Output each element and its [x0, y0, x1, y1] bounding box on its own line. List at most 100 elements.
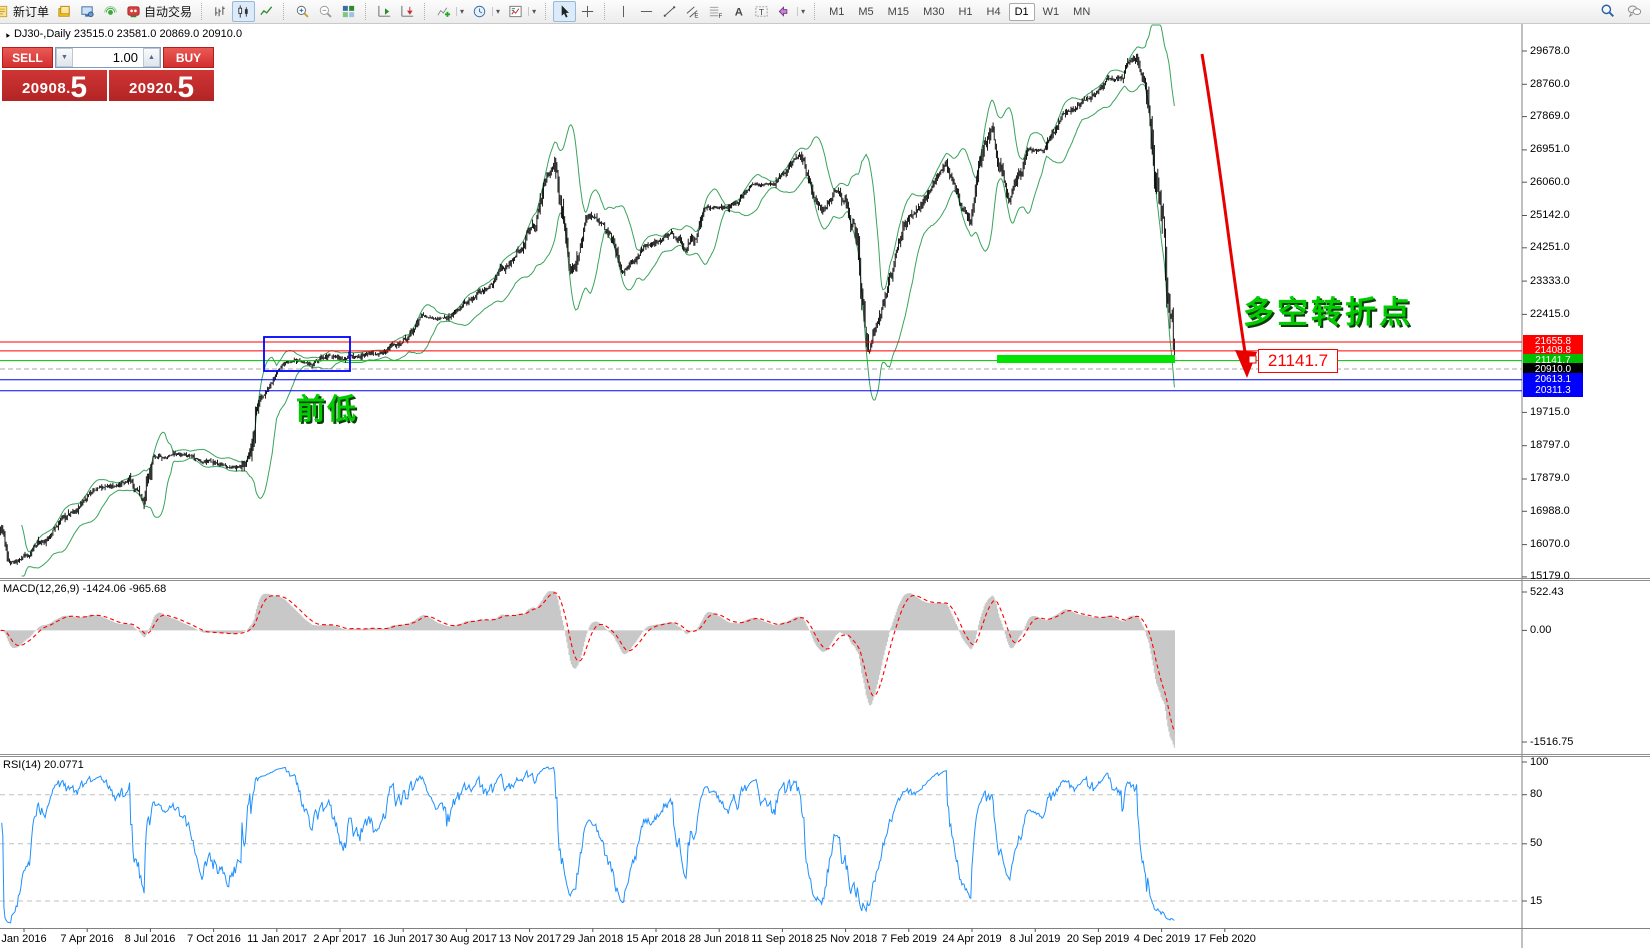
zoom-out-icon [319, 5, 332, 18]
templates-button[interactable]: ▾ [504, 1, 540, 22]
history-button[interactable] [53, 1, 76, 22]
candlestick-chart-icon [238, 5, 248, 18]
bar-chart-button[interactable] [209, 1, 232, 22]
dropdown-caret-icon[interactable]: ▾ [528, 7, 536, 16]
dropdown-caret-icon[interactable]: ▾ [492, 7, 500, 16]
crosshair-icon [581, 5, 594, 18]
toolbar-separator [365, 3, 370, 20]
horizontal-line-icon [640, 11, 653, 12]
rsi-line [1, 766, 1175, 924]
zoom-out-button[interactable] [314, 1, 337, 22]
svg-text:E: E [694, 13, 698, 19]
main-toolbar: 新订单 自动交易 ▾ ▾ ▾ E F A T ▾ M1 M5 M15 M30 H1 H4 D1 W1 MN [0, 0, 1650, 24]
new-order-label: 新订单 [13, 5, 50, 19]
rsi-level-lines [0, 794, 1522, 902]
timeframe-W1-button[interactable]: W1 [1042, 5, 1060, 18]
highlight-bar[interactable] [997, 355, 1175, 363]
trendline-icon [663, 6, 676, 17]
one-click-trading-panel: SELL ▼ 1.00 ▲ BUY 20908. 5 20920. 5 [2, 47, 214, 104]
cursor-button[interactable] [553, 1, 577, 22]
buy-price-main: 20920 [128, 80, 174, 97]
periods-button[interactable]: ▾ [468, 1, 504, 22]
timeframe-H4-button[interactable]: H4 [986, 5, 1001, 18]
buy-price-dot: . [173, 80, 178, 97]
sell-price-frac: 5 [70, 70, 88, 104]
horizontal-line-button[interactable] [635, 1, 658, 22]
vertical-line-icon [623, 5, 625, 18]
signals-button[interactable] [99, 1, 122, 22]
sell-button[interactable]: SELL [2, 47, 53, 68]
buy-price-frac: 5 [177, 70, 195, 104]
timeframe-MN-button[interactable]: MN [1073, 5, 1091, 18]
toolbar-separator [604, 3, 609, 20]
arrows-icon [778, 6, 788, 17]
trend-arrow-head [1235, 350, 1257, 378]
timeframe-M5-button[interactable]: M5 [858, 5, 874, 18]
candlestick-chart-button[interactable] [232, 1, 256, 22]
zoom-in-button[interactable] [291, 1, 314, 22]
toolbar-separator [814, 3, 819, 20]
sell-price[interactable]: 20908. 5 [2, 70, 107, 104]
timeframe-M1-button[interactable]: M1 [829, 5, 845, 18]
text-button[interactable]: A [727, 1, 750, 22]
arrows-button[interactable]: ▾ [773, 1, 809, 22]
sell-price-dot: . [66, 80, 71, 97]
autotrading-label: 自动交易 [144, 5, 193, 19]
fibonacci-button[interactable]: F [704, 1, 727, 22]
autotrading-icon [127, 6, 140, 18]
horizontal-level-lines[interactable] [0, 341, 1522, 392]
auto-scroll-button[interactable] [373, 1, 396, 22]
dropdown-caret-icon[interactable]: ▾ [456, 7, 464, 16]
trend-arrow-line[interactable] [1200, 53, 1247, 353]
trendline-button[interactable] [658, 1, 681, 22]
previous-low-rectangle[interactable] [263, 336, 351, 372]
text-icon: A [735, 7, 743, 19]
timeframe-D1-button[interactable]: D1 [1008, 2, 1035, 21]
chat-button[interactable] [1627, 3, 1642, 23]
terminal-button[interactable] [76, 1, 99, 22]
timeframe-M30-button[interactable]: M30 [923, 5, 945, 18]
search-button[interactable] [1600, 3, 1615, 23]
tile-windows-button[interactable] [337, 1, 360, 22]
bollinger-lower-band [21, 83, 1175, 577]
volume-decrease-button[interactable]: ▼ [56, 48, 73, 67]
indicators-button[interactable]: ▾ [432, 1, 468, 22]
timeframe-H1-button[interactable]: H1 [958, 5, 973, 18]
templates-icon [509, 5, 522, 18]
vertical-line-button[interactable] [612, 1, 635, 22]
zoom-in-icon [296, 5, 309, 18]
equidistant-channel-icon: E [686, 6, 699, 19]
text-label-button[interactable]: T [750, 1, 773, 22]
toolbar-separator [424, 3, 429, 20]
toolbar-separator [201, 3, 206, 20]
axis-ticks [23, 50, 1527, 932]
timeframe-M15-button[interactable]: M15 [887, 5, 910, 18]
terminal-icon [81, 6, 94, 18]
autotrading-button[interactable]: 自动交易 [122, 1, 196, 22]
macd-histogram [3, 591, 1175, 748]
buy-price[interactable]: 20920. 5 [109, 70, 214, 104]
crosshair-button[interactable] [576, 1, 599, 22]
toolbar-separator [283, 3, 288, 20]
chart-shift-button[interactable] [396, 1, 419, 22]
new-order-icon [0, 5, 8, 18]
line-chart-button[interactable] [255, 1, 278, 22]
tile-windows-icon [342, 5, 355, 18]
buy-button[interactable]: BUY [163, 47, 214, 68]
line-chart-icon [260, 6, 273, 16]
history-icon [58, 5, 70, 17]
equidistant-channel-button[interactable]: E [681, 1, 704, 22]
auto-scroll-icon [378, 5, 391, 17]
chat-icon [1627, 5, 1642, 18]
volume-increase-button[interactable]: ▲ [143, 48, 160, 67]
cursor-icon [561, 5, 570, 18]
volume-spinner[interactable]: ▼ 1.00 ▲ [55, 47, 161, 68]
bar-chart-icon [215, 6, 225, 17]
dropdown-caret-icon[interactable]: ▾ [797, 7, 805, 16]
new-order-button[interactable]: 新订单 [0, 1, 53, 22]
candlestick-series [0, 53, 1175, 566]
fibonacci-icon: F [709, 6, 723, 19]
periods-icon [473, 5, 486, 18]
price-label-anchor[interactable] [1248, 355, 1257, 364]
